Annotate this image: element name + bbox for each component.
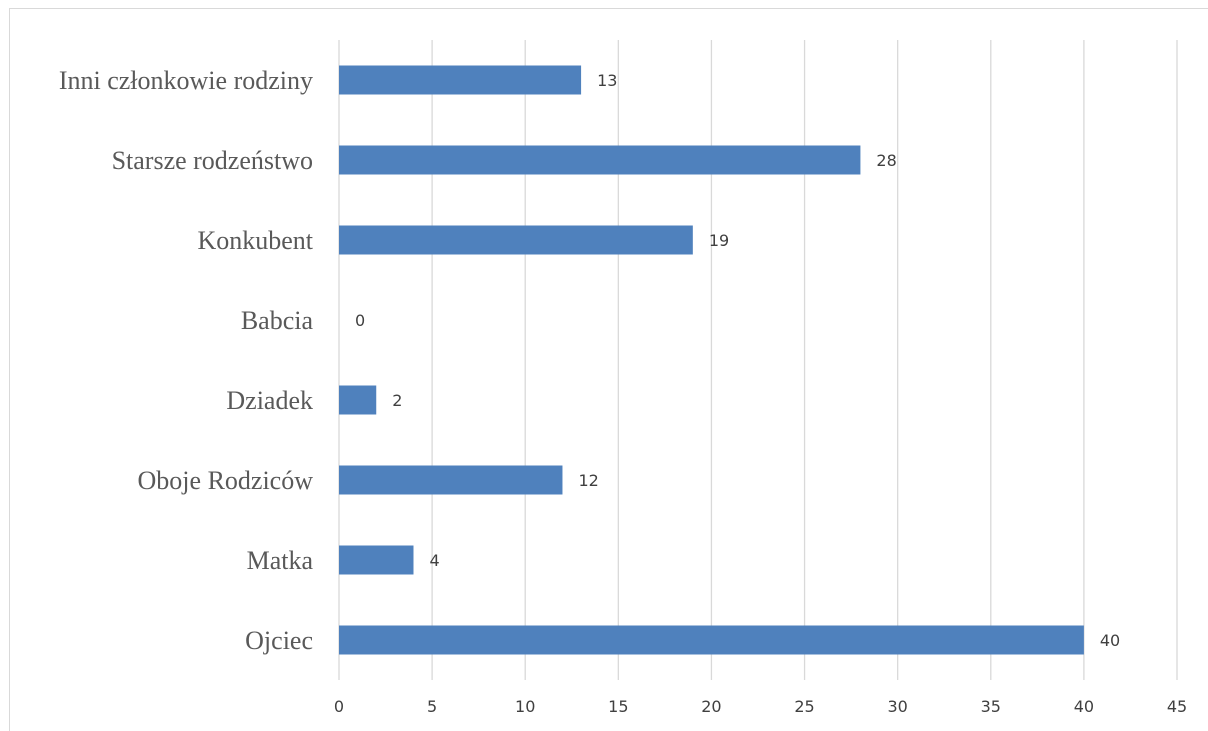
bar	[339, 465, 563, 495]
x-tick-label: 25	[794, 697, 814, 716]
data-label: 0	[355, 311, 365, 330]
category-label: Starsze rodzeństwo	[112, 146, 313, 175]
x-tick-label: 35	[981, 697, 1001, 716]
category-label: Matka	[247, 546, 314, 575]
data-label: 19	[709, 231, 729, 250]
category-label: Oboje Rodziców	[138, 466, 314, 495]
data-label: 12	[578, 471, 598, 490]
chart-frame	[9, 8, 1208, 731]
bar	[339, 145, 861, 175]
bar	[339, 385, 377, 415]
category-label: Dziadek	[226, 386, 313, 415]
x-tick-label: 5	[427, 697, 437, 716]
data-label: 13	[597, 71, 617, 90]
x-tick-label: 20	[701, 697, 721, 716]
category-label: Inni członkowie rodziny	[59, 66, 313, 95]
data-label: 40	[1100, 631, 1120, 650]
data-label: 2	[392, 391, 402, 410]
bars	[339, 65, 1084, 655]
gridlines	[338, 40, 1178, 680]
x-tick-label: 10	[515, 697, 535, 716]
category-label: Ojciec	[245, 626, 313, 655]
bar	[339, 545, 414, 575]
data-label: 28	[876, 151, 896, 170]
x-tick-label: 30	[887, 697, 907, 716]
x-tick-label: 45	[1167, 697, 1187, 716]
bar	[339, 225, 693, 255]
x-tick-label: 15	[608, 697, 628, 716]
x-tick-label: 0	[334, 697, 344, 716]
data-label: 4	[429, 551, 439, 570]
x-tick-label: 40	[1074, 697, 1094, 716]
category-label: Babcia	[241, 306, 314, 335]
bar	[339, 625, 1084, 655]
category-label: Konkubent	[197, 226, 313, 255]
bar	[339, 65, 582, 95]
